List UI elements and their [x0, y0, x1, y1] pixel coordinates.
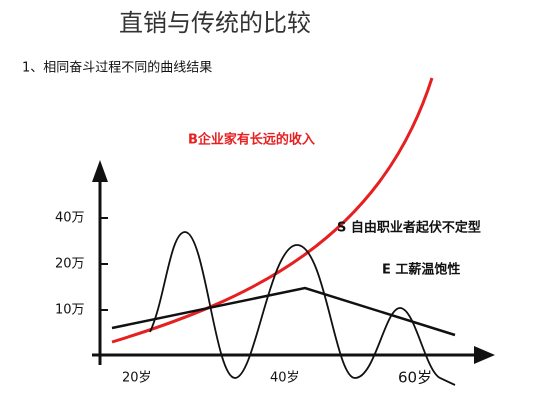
y-label: 10万: [55, 303, 85, 318]
x-label: 40岁: [270, 371, 300, 386]
y-arrow: [92, 160, 108, 182]
y-label: 40万: [55, 211, 85, 226]
subtitle: 1、相同奋斗过程不同的曲线结果: [22, 60, 212, 76]
x-arrow: [474, 346, 495, 364]
y-label: 20万: [55, 257, 85, 272]
s-curve: [149, 231, 456, 386]
x-label: 60岁: [398, 369, 432, 387]
e-label: E 工薪温饱性: [382, 262, 460, 278]
b-curve: [111, 77, 434, 344]
e-curve: [111, 286, 456, 337]
title: 直销与传统的比较: [119, 9, 311, 37]
x-label: 20岁: [122, 371, 152, 386]
s-label: S 自由职业者起伏不定型: [337, 220, 481, 236]
b-label: B企业家有长远的收入: [188, 132, 315, 148]
